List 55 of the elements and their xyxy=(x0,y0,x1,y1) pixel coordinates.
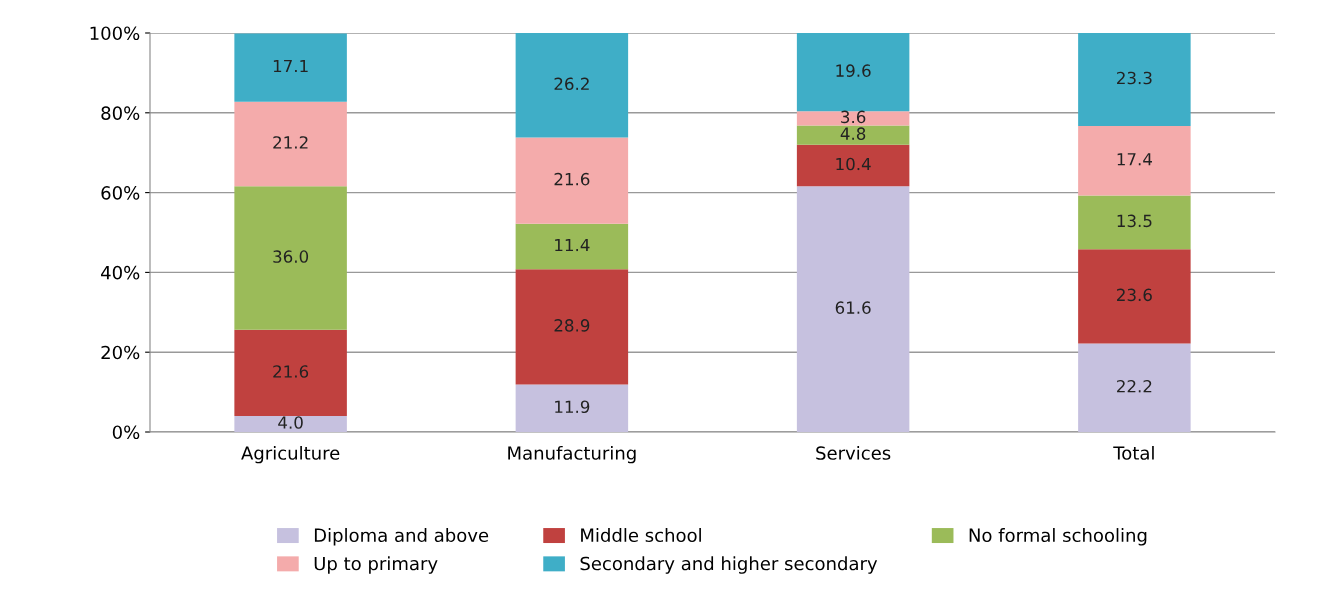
bar xyxy=(796,125,910,145)
bar xyxy=(515,384,629,432)
data-label: 26.2 xyxy=(554,77,589,91)
data-label: 11.4 xyxy=(555,238,590,252)
legend-label: Diploma and above xyxy=(314,528,489,546)
bar xyxy=(1078,33,1191,126)
data-label: 13.5 xyxy=(1117,214,1152,228)
data-label: 4.0 xyxy=(278,416,303,429)
data-label: 21.6 xyxy=(554,172,590,186)
data-label: 23.6 xyxy=(1117,288,1152,302)
y-tick-label: 80% xyxy=(101,106,140,120)
data-label: 28.9 xyxy=(554,319,590,332)
y-tick-label: 60% xyxy=(101,186,140,200)
bar xyxy=(1078,249,1191,344)
data-label: 23.3 xyxy=(1117,71,1152,85)
data-label: 22.2 xyxy=(1117,379,1152,393)
bar xyxy=(796,186,910,432)
bar xyxy=(796,33,910,112)
data-label: 21.2 xyxy=(273,136,308,149)
bar xyxy=(1078,343,1191,432)
bar xyxy=(234,33,347,102)
bar xyxy=(515,33,629,138)
data-label: 4.8 xyxy=(840,127,866,140)
bar xyxy=(1078,195,1191,250)
y-tick-label: 0% xyxy=(112,425,140,440)
data-label: 10.4 xyxy=(836,157,871,171)
data-label: 36.0 xyxy=(273,250,309,263)
data-label: 17.4 xyxy=(1117,153,1152,166)
bar xyxy=(234,329,347,417)
x-tick-label: Agriculture xyxy=(241,445,340,464)
data-label: 21.6 xyxy=(273,365,309,378)
legend-label: Up to primary xyxy=(314,556,438,574)
y-tick-label: 100% xyxy=(90,26,140,41)
data-label: 3.6 xyxy=(841,110,866,124)
x-tick-label: Total xyxy=(1113,445,1154,460)
bar xyxy=(515,137,629,224)
bar xyxy=(515,223,629,270)
bar xyxy=(515,269,629,385)
x-tick-label: Services xyxy=(816,445,891,460)
x-tick-label: Manufacturing xyxy=(508,445,636,464)
legend-label: Middle school xyxy=(581,528,701,543)
data-label: 17.1 xyxy=(273,59,308,73)
bar xyxy=(796,144,910,187)
legend-label: Secondary and higher secondary xyxy=(580,556,878,574)
bar xyxy=(234,416,347,432)
data-label: 61.6 xyxy=(835,301,871,314)
data-label: 11.9 xyxy=(555,400,590,414)
bar xyxy=(1078,125,1191,196)
y-tick-label: 40% xyxy=(101,265,140,280)
legend-label: No formal schooling xyxy=(969,528,1147,546)
bar xyxy=(796,111,910,126)
bar xyxy=(234,101,347,187)
bar xyxy=(234,186,347,330)
y-tick-label: 20% xyxy=(101,345,140,360)
data-label: 19.6 xyxy=(836,64,871,77)
